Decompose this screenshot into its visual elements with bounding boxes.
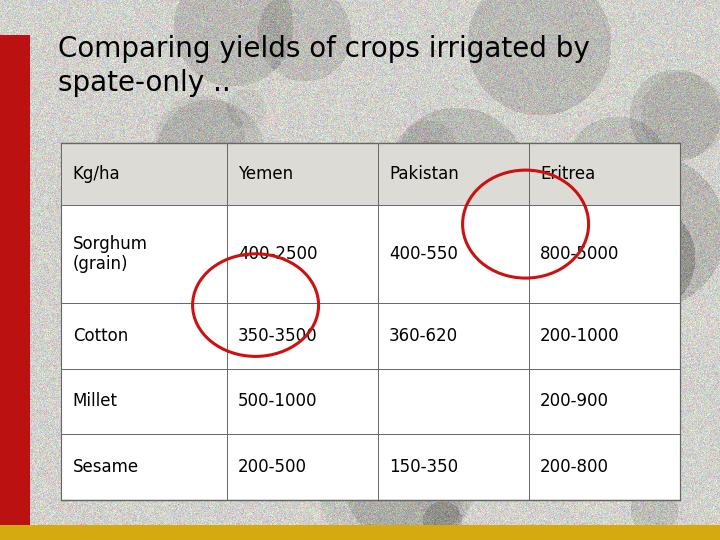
Text: 360-620: 360-620	[389, 327, 458, 345]
Text: Comparing yields of crops irrigated by
spate-only ..: Comparing yields of crops irrigated by s…	[58, 35, 590, 97]
Text: 800-5000: 800-5000	[540, 245, 619, 263]
Text: 200-800: 200-800	[540, 458, 609, 476]
Text: Kg/ha: Kg/ha	[73, 165, 120, 183]
Text: Sesame: Sesame	[73, 458, 139, 476]
Text: 150-350: 150-350	[389, 458, 458, 476]
Text: 400-2500: 400-2500	[238, 245, 318, 263]
Text: 200-500: 200-500	[238, 458, 307, 476]
Text: Eritrea: Eritrea	[540, 165, 595, 183]
Text: Millet: Millet	[73, 392, 118, 410]
Text: 500-1000: 500-1000	[238, 392, 318, 410]
Text: 400-550: 400-550	[389, 245, 458, 263]
Text: Pakistan: Pakistan	[389, 165, 459, 183]
Text: 350-3500: 350-3500	[238, 327, 318, 345]
Text: Cotton: Cotton	[73, 327, 128, 345]
Text: Sorghum
(grain): Sorghum (grain)	[73, 234, 148, 273]
Text: Yemen: Yemen	[238, 165, 293, 183]
Text: 200-1000: 200-1000	[540, 327, 620, 345]
Text: 200-900: 200-900	[540, 392, 609, 410]
